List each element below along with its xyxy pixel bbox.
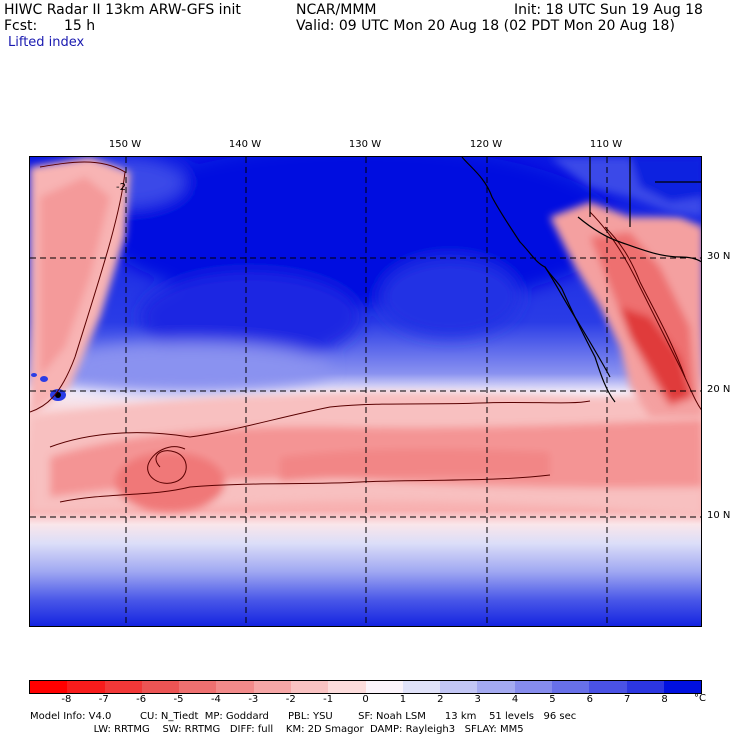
colorbar-swatch	[365, 681, 403, 693]
colorbar-tick-label: 6	[586, 694, 594, 705]
colorbar-tick-label: -3	[248, 694, 259, 705]
colorbar-tick-label: -1	[323, 694, 334, 705]
colorbar-swatch	[216, 681, 254, 693]
colorbar-swatch	[328, 681, 366, 693]
colorbar-swatch	[626, 681, 664, 693]
lon-label-130w: 130 W	[348, 139, 382, 150]
colorbar-tick-label: 7	[624, 694, 631, 705]
map-canvas: -2	[30, 157, 701, 626]
model-info-line2: LW: RRTMG SW: RRTMG DIFF: full KM: 2D Sm…	[30, 724, 524, 735]
colorbar-tick-label: -8	[61, 694, 72, 705]
colorbar-swatch	[514, 681, 552, 693]
lon-label-150w: 150 W	[108, 139, 142, 150]
forecast-label: Fcst:	[4, 18, 38, 34]
colorbar-tick-label: 5	[549, 694, 556, 705]
colorbar-tick-label: 8	[661, 694, 668, 705]
colorbar-swatch	[30, 681, 68, 693]
colorbar-swatch	[104, 681, 142, 693]
colorbar-swatch	[663, 681, 702, 693]
lat-label-10n: 10 N	[707, 510, 731, 521]
colorbar-tick-label: -4	[210, 694, 221, 705]
lifted-index-map: -2	[29, 156, 702, 627]
western-unstable-strip	[30, 157, 130, 417]
colorbar-swatch	[141, 681, 180, 693]
lon-label-110w: 110 W	[589, 139, 623, 150]
us-region	[550, 157, 701, 217]
colorbar-tick-label: -5	[173, 694, 184, 705]
organization: NCAR/MMM	[296, 2, 377, 18]
colorbar-tick-label: 2	[437, 694, 444, 705]
colorbar-unit: °C	[694, 693, 706, 704]
valid-time: Valid: 09 UTC Mon 20 Aug 18 (02 PDT Mon …	[296, 18, 675, 34]
colorbar-swatch	[551, 681, 590, 693]
contour-label: -2	[116, 182, 126, 193]
lon-label-140w: 140 W	[228, 139, 262, 150]
forecast-hour: 15 h	[64, 18, 96, 34]
colorbar-tick-label: 4	[511, 694, 519, 705]
init-time: Init: 18 UTC Sun 19 Aug 18	[514, 2, 703, 18]
colorbar-swatch	[67, 681, 105, 693]
colorbar-swatch	[589, 681, 627, 693]
lat-label-30n: 30 N	[707, 251, 731, 262]
colorbar-tick-label: 3	[474, 694, 481, 705]
colorbar-swatch	[253, 681, 291, 693]
field-name: Lifted index	[8, 35, 85, 50]
colorbar-tick-label: -2	[285, 694, 296, 705]
hawaii-islands	[31, 373, 66, 401]
colorbar-tick-label: 0	[362, 694, 369, 705]
colorbar-swatch	[440, 681, 478, 693]
colorbar-tick-label: -7	[98, 694, 109, 705]
colorbar-tick-label: -6	[136, 694, 147, 705]
model-info-line1: Model Info: V4.0 CU: N_Tiedt MP: Goddard…	[30, 711, 577, 722]
lon-label-120w: 120 W	[469, 139, 503, 150]
stable-region	[50, 157, 620, 392]
colorbar	[29, 680, 702, 694]
colorbar-tick-label: 1	[399, 694, 407, 705]
model-title: HIWC Radar II 13km ARW-GFS init	[4, 2, 241, 18]
lat-label-20n: 20 N	[707, 384, 731, 395]
colorbar-swatch	[290, 681, 329, 693]
colorbar-swatch	[402, 681, 441, 693]
colorbar-swatch	[477, 681, 515, 693]
lat-lon-grid	[30, 157, 701, 626]
colorbar-swatch	[179, 681, 217, 693]
coastline	[461, 157, 701, 403]
tropical-unstable-band	[30, 391, 701, 517]
